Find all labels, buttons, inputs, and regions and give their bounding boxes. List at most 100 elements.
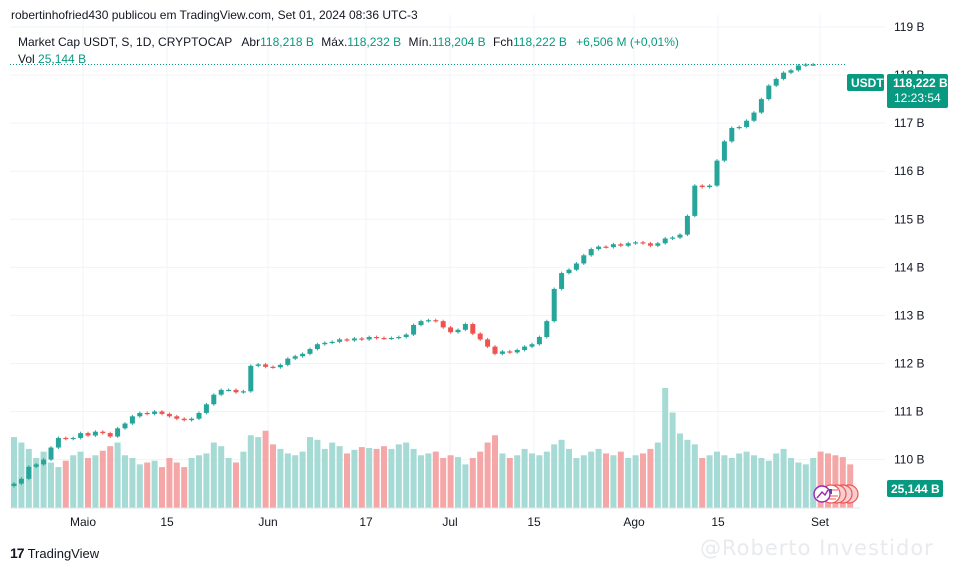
candle-body	[11, 483, 17, 486]
candle-body	[129, 416, 135, 424]
candle-body	[581, 255, 587, 264]
candle-body	[233, 389, 239, 393]
candle-body	[603, 246, 609, 248]
y-tick-label: 113 B	[894, 308, 924, 322]
candle-body	[670, 237, 676, 239]
volume-bar	[144, 462, 151, 508]
y-tick-label: 117 B	[894, 116, 924, 130]
volume-bar	[477, 451, 484, 508]
volume-bar	[595, 448, 602, 508]
candle-body	[351, 338, 357, 341]
volume-bar	[543, 451, 550, 508]
candle-body	[314, 344, 320, 350]
volume-bar	[114, 442, 121, 508]
volume-bar	[684, 439, 691, 508]
volume-bar	[780, 448, 787, 508]
volume-bar	[714, 451, 720, 508]
candle-body	[181, 418, 187, 421]
candle-body	[418, 321, 424, 325]
candle-body	[647, 243, 653, 246]
volume-bar	[521, 448, 528, 508]
brand-name: TradingView	[27, 545, 100, 561]
volume-bar	[129, 458, 136, 508]
volume-bar	[721, 455, 728, 508]
candle-body	[522, 346, 528, 350]
candle-body	[514, 349, 520, 353]
candle-body	[41, 459, 47, 465]
candle-body	[270, 366, 276, 369]
candle-body	[100, 431, 106, 434]
tradingview-logo[interactable]: 17 TradingView	[10, 545, 99, 561]
candle-body	[810, 64, 816, 66]
candle-body	[551, 288, 557, 322]
volume-bar	[499, 453, 506, 508]
volume-bar	[743, 451, 750, 508]
x-tick-label: Set	[811, 515, 830, 529]
volume-bar	[373, 448, 380, 508]
candle-body	[448, 327, 454, 333]
volume-bar	[825, 453, 831, 508]
volume-bar	[751, 455, 757, 508]
candle-body	[588, 249, 594, 256]
x-tick-label: 17	[359, 515, 373, 529]
candle-body	[366, 337, 372, 340]
candle-body	[122, 423, 128, 429]
volume-bar	[55, 467, 62, 508]
candle-body	[618, 244, 624, 246]
trend-arrow-icon[interactable]	[813, 485, 831, 503]
y-tick-label: 116 B	[894, 164, 924, 178]
volume-badge	[887, 480, 943, 497]
volume-bar	[136, 464, 143, 508]
candle-body	[433, 320, 439, 322]
volume-bar	[18, 442, 25, 508]
candle-body	[388, 337, 394, 340]
volume-bar	[640, 453, 646, 508]
volume-bar	[773, 453, 780, 508]
volume-bar	[159, 467, 165, 508]
volume-bar	[381, 446, 387, 508]
x-tick-label: 15	[527, 515, 541, 529]
ohlc-legend[interactable]: Market Cap USDT, S, 1D, CRYPTOCAP Abr118…	[18, 35, 679, 49]
volume-bar	[410, 448, 417, 508]
x-axis[interactable]: Maio 15 Jun 17 Jul 15 Ago 15 Set	[70, 515, 830, 529]
volume-bar	[196, 455, 202, 508]
candle-body	[189, 418, 195, 421]
candle-body	[707, 185, 713, 188]
volume-bar	[225, 458, 232, 508]
candle-body	[137, 412, 143, 417]
volume-bar	[92, 455, 99, 508]
volume-bar	[62, 460, 69, 508]
volume-bar	[536, 455, 543, 508]
candle-body	[159, 411, 165, 414]
volume-bar	[832, 455, 839, 508]
price-badge	[887, 74, 948, 108]
candle-body	[48, 447, 54, 460]
candle-body	[714, 160, 720, 186]
candle-body	[174, 416, 180, 419]
candle-body	[744, 120, 750, 127]
volume-bar	[11, 437, 17, 508]
candle-body	[403, 334, 409, 338]
volume-bar	[33, 458, 40, 508]
volume-bar	[99, 450, 106, 508]
volume-bar	[625, 458, 632, 508]
candle-body	[359, 338, 365, 340]
candle-body	[736, 126, 742, 129]
volume-bar	[699, 458, 706, 508]
publisher-line: robertinhofried430 publicou em TradingVi…	[11, 8, 418, 22]
us-flag-event-icon[interactable]	[821, 484, 859, 504]
volume-bar	[181, 467, 188, 508]
volume-bar	[284, 453, 291, 508]
volume-legend[interactable]: Vol 25,144 B	[18, 52, 86, 66]
volume-bar	[654, 442, 661, 508]
x-tick-label: 15	[160, 515, 174, 529]
volume-bar	[166, 458, 173, 508]
candle-body	[610, 244, 616, 248]
y-tick-label: 111 B	[894, 405, 924, 419]
volume-bar	[151, 460, 158, 508]
volume-bar	[588, 451, 595, 508]
candle-body	[203, 404, 209, 413]
candle-body	[63, 437, 69, 440]
